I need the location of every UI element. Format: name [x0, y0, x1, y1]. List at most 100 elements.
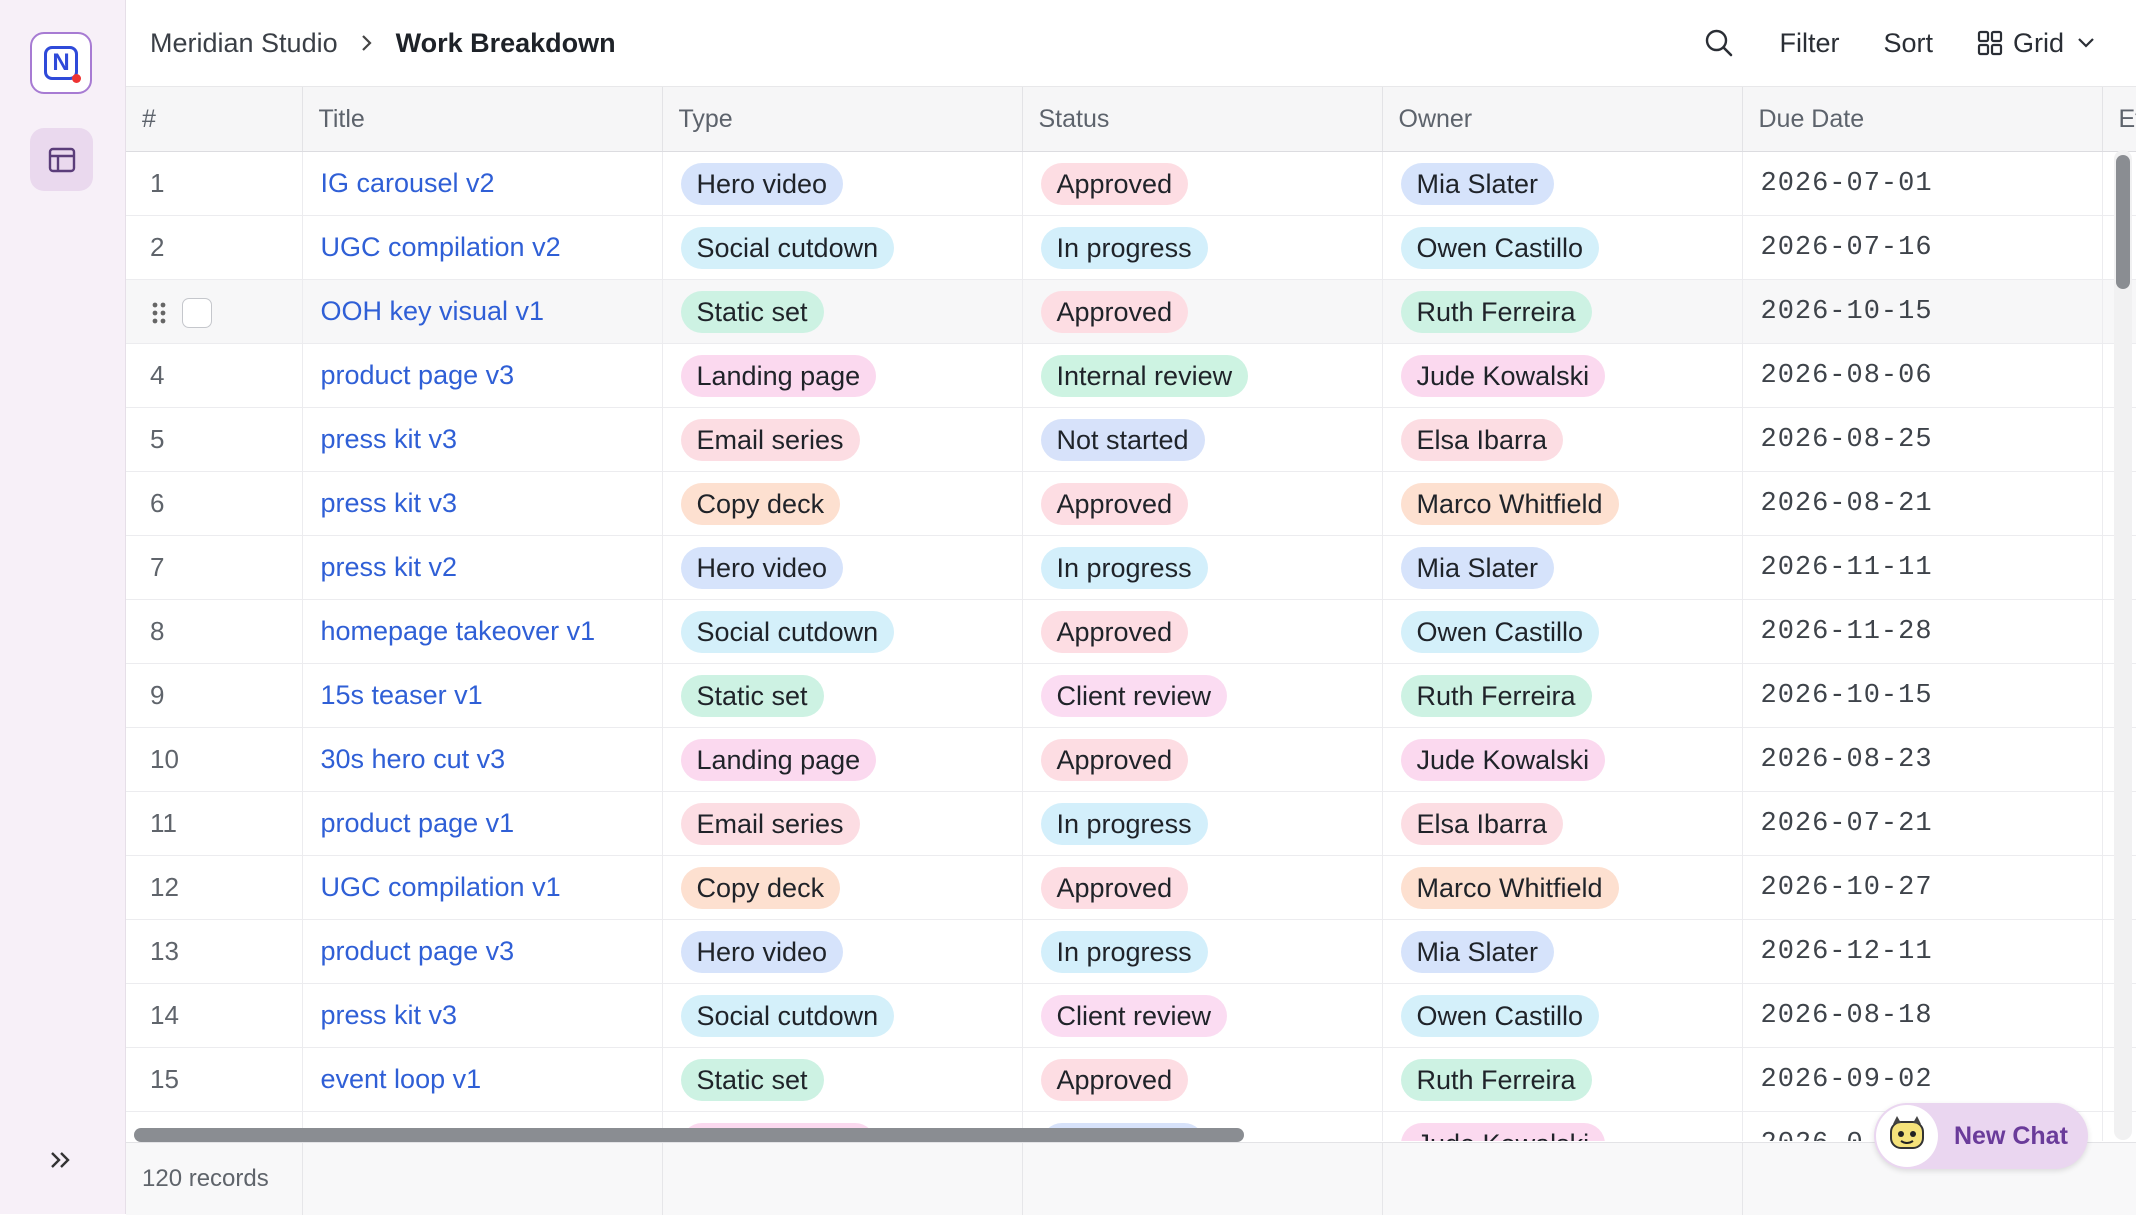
owner-cell[interactable]: Mia Slater: [1382, 151, 1743, 216]
status-cell[interactable]: Approved: [1022, 151, 1383, 216]
column-header-status[interactable]: Status: [1022, 87, 1383, 152]
column-header-due-date[interactable]: Due Date: [1742, 87, 2103, 152]
owner-cell[interactable]: Jude Kowalski: [1382, 727, 1743, 792]
table-row[interactable]: 2 UGC compilation v2 Social cutdown In prog…: [126, 215, 2136, 280]
owner-cell[interactable]: Owen Castillo: [1382, 215, 1743, 280]
row-title-link[interactable]: press kit v3: [302, 407, 663, 472]
type-cell[interactable]: Landing page: [662, 343, 1023, 408]
type-cell[interactable]: Static set: [662, 279, 1023, 344]
status-cell[interactable]: Approved: [1022, 1047, 1383, 1112]
row-title-link[interactable]: UGC compilation v1: [302, 855, 663, 920]
row-title-link[interactable]: UGC compilation v2: [302, 215, 663, 280]
table-row[interactable]: 4 product page v3 Landing page Internal rev…: [126, 343, 2136, 408]
status-cell[interactable]: In progress: [1022, 791, 1383, 856]
status-cell[interactable]: Client review: [1022, 663, 1383, 728]
status-cell[interactable]: Approved: [1022, 855, 1383, 920]
type-cell[interactable]: Static set: [662, 663, 1023, 728]
status-cell[interactable]: Approved: [1022, 279, 1383, 344]
row-title-link[interactable]: press kit v2: [302, 535, 663, 600]
due-date-cell[interactable]: 2026-07-21: [1742, 791, 2103, 856]
row-title-link[interactable]: product page v3: [302, 919, 663, 984]
type-cell[interactable]: Hero video: [662, 919, 1023, 984]
row-title-link[interactable]: homepage takeover v1: [302, 599, 663, 664]
status-cell[interactable]: Approved: [1022, 471, 1383, 536]
column-header-title[interactable]: Title: [302, 87, 663, 152]
row-title-link[interactable]: press kit v3: [302, 983, 663, 1048]
table-row[interactable]: 11 product page v1 Email series In progress…: [126, 791, 2136, 856]
row-title-link[interactable]: product page v1: [302, 791, 663, 856]
table-row[interactable]: 10 30s hero cut v3 Landing page Approved Jud…: [126, 727, 2136, 792]
type-cell[interactable]: Social cutdown: [662, 599, 1023, 664]
row-title-link[interactable]: OOH key visual v1: [302, 279, 663, 344]
row-title-link[interactable]: 15s teaser v1: [302, 663, 663, 728]
table-row[interactable]: 12 UGC compilation v1 Copy deck Approved Mar…: [126, 855, 2136, 920]
column-header-type[interactable]: Type: [662, 87, 1023, 152]
type-cell[interactable]: Hero video: [662, 535, 1023, 600]
column-header-number[interactable]: #: [126, 87, 303, 152]
due-date-cell[interactable]: 2026-11-11: [1742, 535, 2103, 600]
type-cell[interactable]: Social cutdown: [662, 215, 1023, 280]
expand-sidebar-button[interactable]: [44, 1145, 78, 1175]
type-cell[interactable]: Email series: [662, 791, 1023, 856]
type-cell[interactable]: Landing page: [662, 727, 1023, 792]
column-header-owner[interactable]: Owner: [1382, 87, 1743, 152]
table-row[interactable]: 5 press kit v3 Email series Not started Elsa…: [126, 407, 2136, 472]
due-date-cell[interactable]: 2026-11-28: [1742, 599, 2103, 664]
owner-cell[interactable]: Mia Slater: [1382, 919, 1743, 984]
due-date-cell[interactable]: 2026-10-15: [1742, 279, 2103, 344]
status-cell[interactable]: In progress: [1022, 535, 1383, 600]
due-date-cell[interactable]: 2026-08-21: [1742, 471, 2103, 536]
view-switcher[interactable]: Grid: [1977, 28, 2096, 59]
due-date-cell[interactable]: 2026-07-16: [1742, 215, 2103, 280]
due-date-cell[interactable]: 2026-08-18: [1742, 983, 2103, 1048]
table-row[interactable]: 8 homepage takeover v1 Social cutdown Appro…: [126, 599, 2136, 664]
sort-button[interactable]: Sort: [1883, 27, 1933, 58]
row-title-link[interactable]: product page v3: [302, 343, 663, 408]
status-cell[interactable]: Approved: [1022, 727, 1383, 792]
type-cell[interactable]: Email series: [662, 407, 1023, 472]
type-cell[interactable]: Hero video: [662, 151, 1023, 216]
owner-cell[interactable]: Elsa Ibarra: [1382, 407, 1743, 472]
owner-cell[interactable]: Ruth Ferreira: [1382, 279, 1743, 344]
table-row[interactable]: 15 event loop v1 Static set Approved Ruth Fe…: [126, 1047, 2136, 1112]
status-cell[interactable]: Internal review: [1022, 343, 1383, 408]
type-cell[interactable]: Static set: [662, 1047, 1023, 1112]
status-cell[interactable]: In progress: [1022, 919, 1383, 984]
owner-cell[interactable]: Marco Whitfield: [1382, 471, 1743, 536]
table-row[interactable]: 9 15s teaser v1 Static set Client review Rut…: [126, 663, 2136, 728]
owner-cell[interactable]: Ruth Ferreira: [1382, 1047, 1743, 1112]
status-cell[interactable]: Client review: [1022, 983, 1383, 1048]
status-cell[interactable]: In progress: [1022, 215, 1383, 280]
column-header-effort[interactable]: Ef: [2102, 87, 2136, 152]
app-logo-icon[interactable]: N: [30, 32, 92, 94]
drag-handle-icon[interactable]: [150, 300, 168, 326]
status-cell[interactable]: Not started: [1022, 407, 1383, 472]
due-date-cell[interactable]: 2026-07-01: [1742, 151, 2103, 216]
due-date-cell[interactable]: 2026-10-15: [1742, 663, 2103, 728]
type-cell[interactable]: Social cutdown: [662, 983, 1023, 1048]
table-row[interactable]: 7 press kit v2 Hero video In progress Mia Sl…: [126, 535, 2136, 600]
breadcrumb-workspace[interactable]: Meridian Studio: [150, 27, 338, 58]
type-cell[interactable]: Copy deck: [662, 471, 1023, 536]
due-date-cell[interactable]: 2026-08-25: [1742, 407, 2103, 472]
owner-cell[interactable]: Marco Whitfield: [1382, 855, 1743, 920]
owner-cell[interactable]: Owen Castillo: [1382, 983, 1743, 1048]
horizontal-scrollbar[interactable]: [134, 1128, 1244, 1142]
type-cell[interactable]: Copy deck: [662, 855, 1023, 920]
search-button[interactable]: [1703, 27, 1735, 59]
vertical-scroll-track[interactable]: [2114, 150, 2132, 1140]
table-row[interactable]: 1 IG carousel v2 Hero video Approved Mia Sla…: [126, 151, 2136, 216]
new-chat-button[interactable]: New Chat: [1874, 1103, 2088, 1169]
filter-button[interactable]: Filter: [1779, 27, 1840, 58]
owner-cell[interactable]: Owen Castillo: [1382, 599, 1743, 664]
status-cell[interactable]: Approved: [1022, 599, 1383, 664]
due-date-cell[interactable]: 2026-08-06: [1742, 343, 2103, 408]
owner-cell[interactable]: Mia Slater: [1382, 535, 1743, 600]
table-row[interactable]: 13 product page v3 Hero video In progress Mi…: [126, 919, 2136, 984]
row-title-link[interactable]: press kit v3: [302, 471, 663, 536]
table-row[interactable]: 6 press kit v3 Copy deck Approved Marco Whit…: [126, 471, 2136, 536]
owner-cell[interactable]: Ruth Ferreira: [1382, 663, 1743, 728]
due-date-cell[interactable]: 2026-10-27: [1742, 855, 2103, 920]
due-date-cell[interactable]: 2026-09-02: [1742, 1047, 2103, 1112]
row-title-link[interactable]: event loop v1: [302, 1047, 663, 1112]
